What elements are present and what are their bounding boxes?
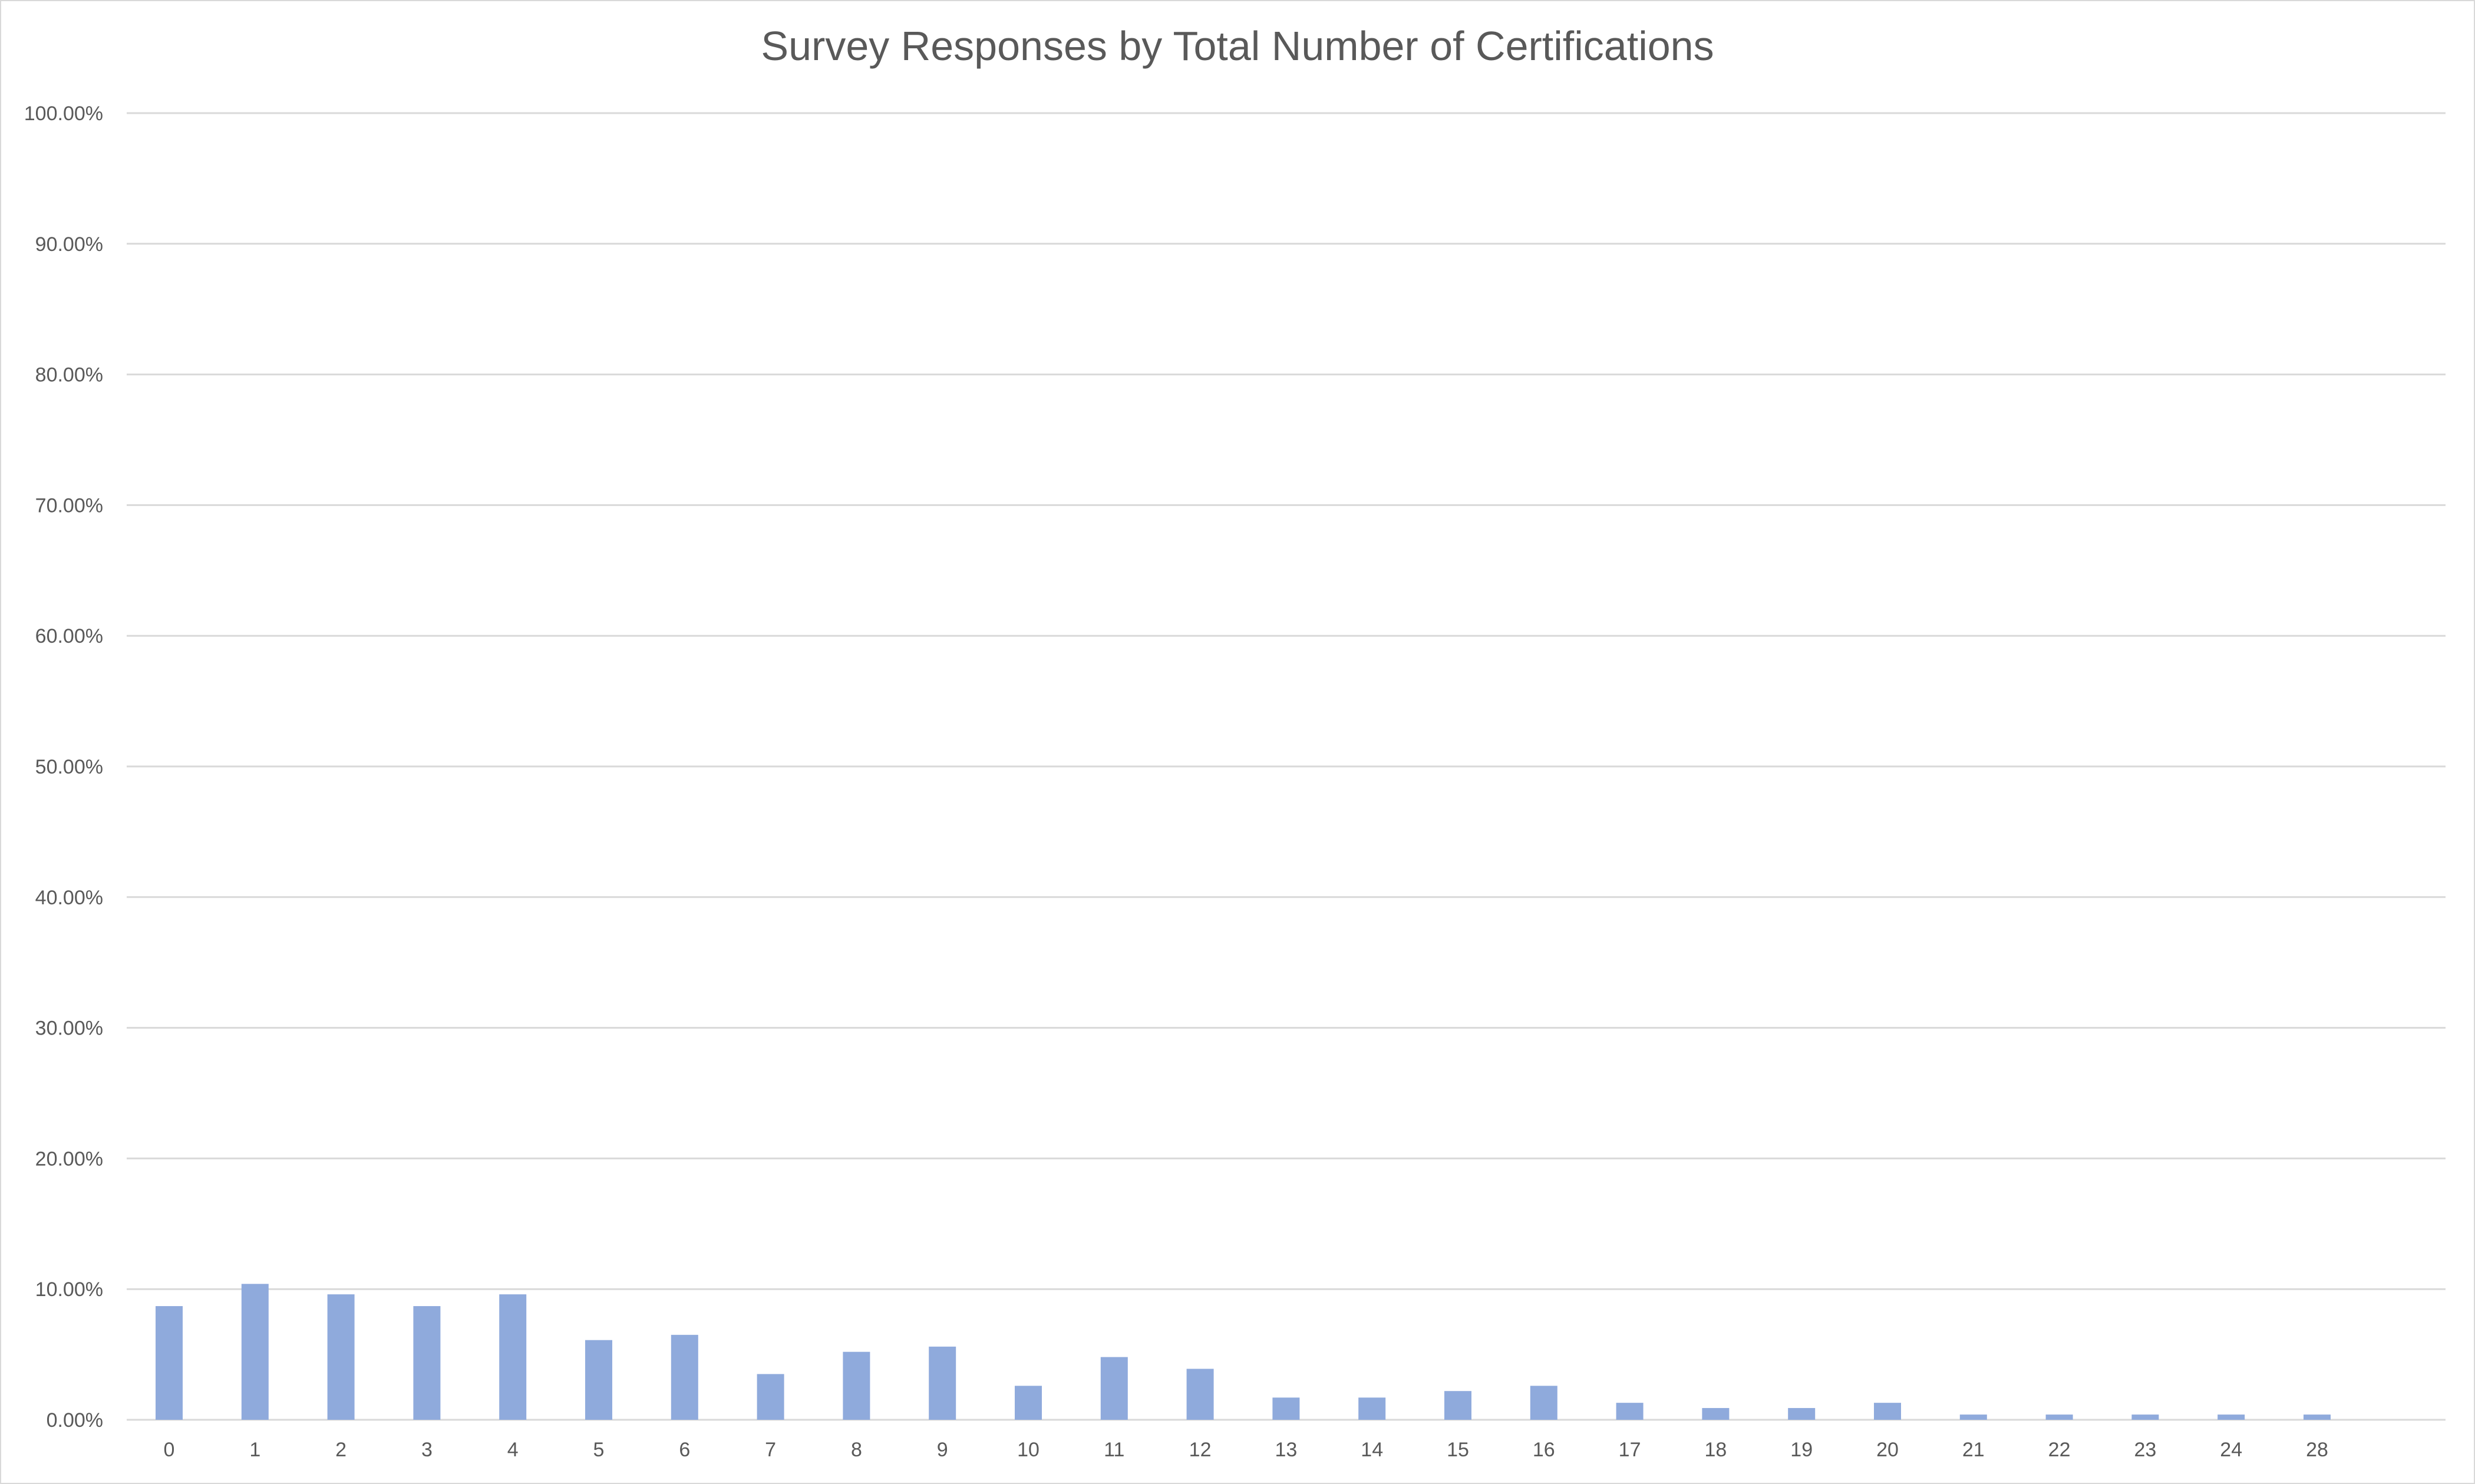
x-tick-label: 6 (679, 1439, 690, 1461)
bar-11 (1100, 1357, 1128, 1420)
x-tick-label: 7 (765, 1439, 776, 1461)
bar-3 (413, 1306, 441, 1420)
y-tick-label: 90.00% (35, 233, 103, 256)
x-tick-label: 8 (851, 1439, 862, 1461)
x-tick-label: 9 (937, 1439, 948, 1461)
x-tick-label: 2 (335, 1439, 346, 1461)
x-tick-label: 22 (2048, 1439, 2071, 1461)
y-tick-label: 70.00% (35, 494, 103, 517)
x-tick-label: 18 (1704, 1439, 1727, 1461)
x-tick-label: 16 (1533, 1439, 1555, 1461)
chart-title: Survey Responses by Total Number of Cert… (761, 23, 1714, 69)
bar-17 (1616, 1403, 1644, 1420)
bars (156, 1284, 2331, 1420)
y-tick-label: 10.00% (35, 1278, 103, 1301)
bar-2 (327, 1294, 355, 1420)
x-tick-labels: 0 1 2 3 4 5 6 7 8 9 10 11 12 13 14 15 16 17 18 19 20 21 22 23 24… (164, 1439, 2328, 1461)
x-tick-label: 13 (1275, 1439, 1297, 1461)
x-tick-label: 20 (1876, 1439, 1899, 1461)
bar-0 (156, 1306, 183, 1420)
x-tick-label: 3 (421, 1439, 433, 1461)
x-tick-label: 21 (1962, 1439, 1985, 1461)
x-tick-label: 14 (1361, 1439, 1383, 1461)
x-tick-label: 5 (593, 1439, 605, 1461)
bar-19 (1788, 1408, 1816, 1420)
x-tick-label: 11 (1104, 1439, 1124, 1461)
x-tick-label: 1 (249, 1439, 260, 1461)
bar-7 (757, 1374, 784, 1420)
x-tick-label: 0 (164, 1439, 175, 1461)
bar-9 (929, 1346, 956, 1420)
bar-24 (2217, 1414, 2245, 1420)
x-tick-label: 28 (2306, 1439, 2328, 1461)
bar-10 (1015, 1386, 1042, 1420)
x-tick-label: 17 (1619, 1439, 1641, 1461)
bar-5 (585, 1340, 612, 1420)
y-tick-label: 80.00% (35, 364, 103, 386)
y-tick-label: 100.00% (24, 103, 103, 125)
bar-15 (1444, 1391, 1471, 1420)
bar-14 (1358, 1397, 1386, 1420)
x-tick-label: 23 (2134, 1439, 2156, 1461)
x-tick-label: 12 (1189, 1439, 1212, 1461)
bar-21 (1959, 1414, 1987, 1420)
bar-1 (241, 1284, 269, 1420)
bar-12 (1186, 1369, 1214, 1420)
bar-4 (499, 1294, 527, 1420)
bar-20 (1874, 1403, 1901, 1420)
bar-6 (671, 1334, 698, 1420)
x-tick-label: 4 (507, 1439, 519, 1461)
bar-22 (2045, 1414, 2073, 1420)
y-tick-label: 0.00% (47, 1409, 103, 1432)
y-tick-label: 30.00% (35, 1017, 103, 1040)
y-tick-label: 50.00% (35, 756, 103, 778)
y-tick-label: 60.00% (35, 625, 103, 647)
bar-16 (1530, 1386, 1557, 1420)
bar-23 (2131, 1414, 2159, 1420)
x-tick-label: 10 (1017, 1439, 1040, 1461)
bar-13 (1272, 1397, 1300, 1420)
bar-18 (1702, 1408, 1730, 1420)
y-tick-label: 20.00% (35, 1148, 103, 1170)
y-tick-labels: 0.00% 10.00% 20.00% 30.00% 40.00% 50.00% 60.00… (24, 103, 103, 1432)
x-tick-label: 24 (2220, 1439, 2242, 1461)
gridlines (127, 112, 2446, 1421)
y-tick-label: 40.00% (35, 887, 103, 909)
x-tick-label: 19 (1790, 1439, 1813, 1461)
x-tick-label: 15 (1447, 1439, 1469, 1461)
bar-28 (2304, 1414, 2331, 1420)
bar-8 (843, 1351, 870, 1420)
